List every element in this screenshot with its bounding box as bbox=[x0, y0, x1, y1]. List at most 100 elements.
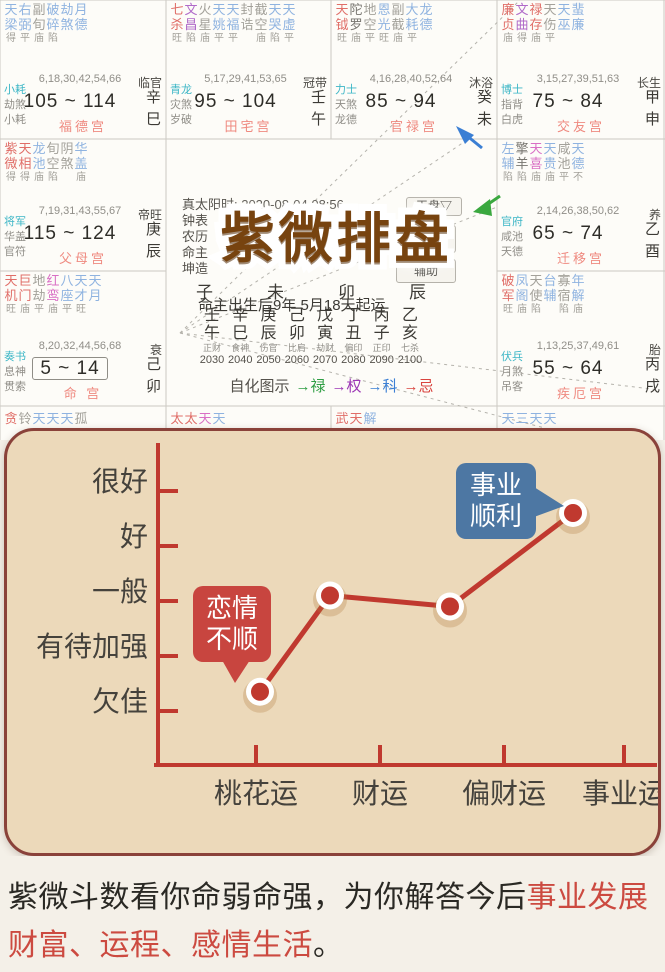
birth-info-line: 坤造 bbox=[182, 261, 209, 276]
god-label: 龙德 bbox=[335, 114, 357, 126]
self-transform-item: →权 bbox=[331, 378, 362, 395]
palace-cell-田宅宫[interactable]: 七杀旺文昌陷火星庙天姚平天福平封诰截空庙天哭陷天虚平 5,17,29,41,53,… bbox=[166, 0, 331, 139]
decade-column[interactable]: 壬午正财 2030 bbox=[199, 307, 225, 366]
self-transform-item: →忌 bbox=[403, 378, 434, 395]
pillar-branch: 辰 bbox=[409, 283, 426, 302]
decade-column[interactable]: 辛巳食神 2040 bbox=[228, 307, 253, 366]
star: 陀罗庙 bbox=[349, 2, 363, 44]
tool-button-1[interactable]: 天盘▽ bbox=[406, 197, 462, 216]
star-list: 廉贞庙文曲得禄存庙天伤平天巫蜚廉 bbox=[501, 2, 585, 45]
palace-cell-官禄宫[interactable]: 天钺旺陀罗庙地空平恩光旺副截庙大耗平龙德 4,16,28,40,52,64 力士 天煞… bbox=[331, 0, 497, 139]
self-transform-legend: 自化图示 →禄 →权 →科 →忌 bbox=[166, 375, 497, 396]
star: 文昌陷 bbox=[184, 2, 198, 44]
svg-text:欠佳: 欠佳 bbox=[92, 686, 148, 717]
star: 天德不 bbox=[571, 141, 585, 183]
star: 右弼平 bbox=[18, 2, 32, 44]
birth-info-line: 真太阳时: 2020-08-04 08:56 bbox=[182, 197, 344, 212]
svg-text:好: 好 bbox=[120, 521, 148, 552]
age-range: 75 ~ 84 bbox=[532, 91, 604, 112]
palace-cell-疾厄宫[interactable]: 破军旺凤阁庙天使陷台辅寡宿陷年解庙 1,13,25,37,49,61 伏兵 月煞 吊客 胎… bbox=[497, 271, 665, 406]
decade-luck-table: 壬午正财 2030 辛巳食神 2040 庚辰伤官 2050 己卯比肩 2060 戊寅劫财 2070… bbox=[198, 307, 424, 367]
svg-text:顺利: 顺利 bbox=[470, 501, 522, 531]
tool-button-2[interactable]: 盘 bbox=[414, 225, 456, 253]
data-point-桃花运 bbox=[243, 677, 277, 713]
decade-age-list: 5,17,29,41,53,65 bbox=[204, 73, 287, 85]
life-stage-label: 临官 bbox=[137, 76, 162, 90]
god-label: 天德 bbox=[501, 246, 523, 258]
star: 天伤平 bbox=[543, 2, 557, 44]
star: 年解庙 bbox=[571, 273, 585, 315]
chart-center-panel: 真太阳时: 2020-08-04 08:56 钟表 农历 命主 坤造 天盘▽ 盘辅助 子 未… bbox=[166, 139, 497, 406]
decade-column[interactable]: 乙亥七杀 2100 bbox=[397, 307, 423, 366]
star: 左辅陷 bbox=[501, 141, 515, 183]
star-list: 左辅陷擎羊陷天喜庙天贵庙咸池平天德不 bbox=[501, 141, 585, 184]
star-list: 天梁得右弼平副旬庙破碎陷劫煞月德 bbox=[4, 2, 88, 45]
star: 台辅 bbox=[543, 273, 557, 303]
star-list-partial: 武天解 bbox=[335, 411, 377, 426]
decade-column[interactable]: 戊寅劫财 2070 bbox=[312, 307, 338, 366]
four-pillar-branches: 子未卯辰 bbox=[196, 278, 426, 303]
branch-label: 戌 bbox=[644, 378, 660, 395]
app-title-halo: 紫微排盘 bbox=[214, 199, 456, 277]
palace-cell-福德宫[interactable]: 天梁得右弼平副旬庙破碎陷劫煞月德 6,18,30,42,54,66 小耗 劫煞 小耗 临官… bbox=[0, 0, 166, 139]
svg-text:很好: 很好 bbox=[92, 466, 148, 497]
self-transform-item: →科 bbox=[367, 378, 398, 395]
god-label: 华盖 bbox=[4, 231, 26, 243]
life-stage-label: 衰 bbox=[149, 343, 162, 357]
god-label: 灾煞 bbox=[170, 99, 192, 111]
god-label: 小耗 bbox=[4, 84, 26, 96]
chart-axes bbox=[154, 443, 657, 767]
palace-name: 福德宫 bbox=[58, 119, 107, 134]
luck-start-note: 命主出生后9年 5月18天起运 bbox=[198, 297, 386, 314]
pillar-branch: 未 bbox=[267, 283, 284, 302]
age-range: 55 ~ 64 bbox=[532, 358, 604, 379]
star: 天福平 bbox=[226, 2, 240, 44]
decade-column[interactable]: 庚辰伤官 2050 bbox=[256, 307, 281, 366]
god-label: 官府 bbox=[501, 216, 523, 228]
birth-info-line: 钟表 bbox=[182, 213, 209, 228]
app-title: 紫微排盘 紫微排盘 bbox=[146, 199, 527, 277]
fortune-panel: 欠佳 有待加强 一般 好 很好 桃花运 财运 偏财运 事业运 恋情 不顺 事业 顺利 bbox=[4, 428, 661, 856]
tool-button-3[interactable]: 辅助 bbox=[396, 259, 456, 283]
stem-label: 壬 bbox=[310, 89, 326, 106]
palace-cell-迁移宫[interactable]: 左辅陷擎羊陷天喜庙天贵庙咸池平天德不 2,14,26,38,50,62 官府 咸池 天德… bbox=[497, 139, 665, 271]
decade-column[interactable]: 己卯比肩 2060 bbox=[284, 307, 310, 366]
age-range: 5 ~ 14 bbox=[0, 357, 140, 380]
palace-cell-命宫[interactable]: 天机旺巨门庙地劫平红鸾庙八座平天才旺天月 8,20,32,44,56,68 奏书 息神… bbox=[0, 271, 166, 406]
natal-chart: 天梁得右弼平副旬庙破碎陷劫煞月德 6,18,30,42,54,66 小耗 劫煞 小耗 临官… bbox=[0, 0, 665, 440]
god-label: 月煞 bbox=[501, 366, 523, 378]
star: 文曲得 bbox=[515, 2, 529, 44]
palace-cell-交友宫[interactable]: 廉贞庙文曲得禄存庙天伤平天巫蜚廉 3,15,27,39,51,63 博士 指背 白虎 长生… bbox=[497, 0, 665, 139]
star: 红鸾庙 bbox=[46, 273, 60, 315]
god-label: 将军 bbox=[4, 216, 26, 228]
pillar-branch: 卯 bbox=[338, 283, 355, 302]
palace-name: 迁移宫 bbox=[556, 251, 605, 266]
svg-text:恋情: 恋情 bbox=[206, 593, 258, 623]
decade-age-list: 3,15,27,39,51,63 bbox=[536, 73, 620, 85]
decade-column[interactable]: 丁丑偏印 2080 bbox=[341, 307, 366, 366]
star: 禄存庙 bbox=[529, 2, 543, 44]
star: 凤阁庙 bbox=[515, 273, 529, 315]
y-axis-labels: 欠佳 有待加强 一般 好 很好 bbox=[36, 466, 148, 717]
star: 擎羊陷 bbox=[515, 141, 529, 183]
palace-cell-父母宫[interactable]: 紫微得天相得龙池庙旬空陷阴煞华盖庙 7,19,31,43,55,67 将军 华盖 官符 帝… bbox=[0, 139, 166, 271]
fortune-line bbox=[257, 510, 576, 695]
star: 大耗平 bbox=[405, 2, 419, 44]
self-transform-label: 自化图示 bbox=[229, 378, 290, 395]
svg-text:一般: 一般 bbox=[92, 576, 148, 607]
branch-label: 辰 bbox=[145, 243, 161, 260]
god-label: 贯索 bbox=[4, 381, 26, 393]
svg-text:事业: 事业 bbox=[470, 470, 522, 500]
life-stage-label: 帝旺 bbox=[137, 208, 162, 222]
decade-column[interactable]: 丙子正印 2090 bbox=[369, 307, 394, 366]
star: 劫煞 bbox=[60, 2, 74, 32]
palace-name: 官禄宫 bbox=[389, 119, 438, 134]
god-label: 博士 bbox=[501, 84, 523, 96]
decade-age-list: 6,18,30,42,54,66 bbox=[38, 73, 122, 85]
star-list: 七杀旺文昌陷火星庙天姚平天福平封诰截空庙天哭陷天虚平 bbox=[170, 2, 296, 45]
decade-age-list: 2,14,26,38,50,62 bbox=[536, 205, 620, 217]
palace-cell-partial: 太太天天 bbox=[166, 406, 331, 440]
